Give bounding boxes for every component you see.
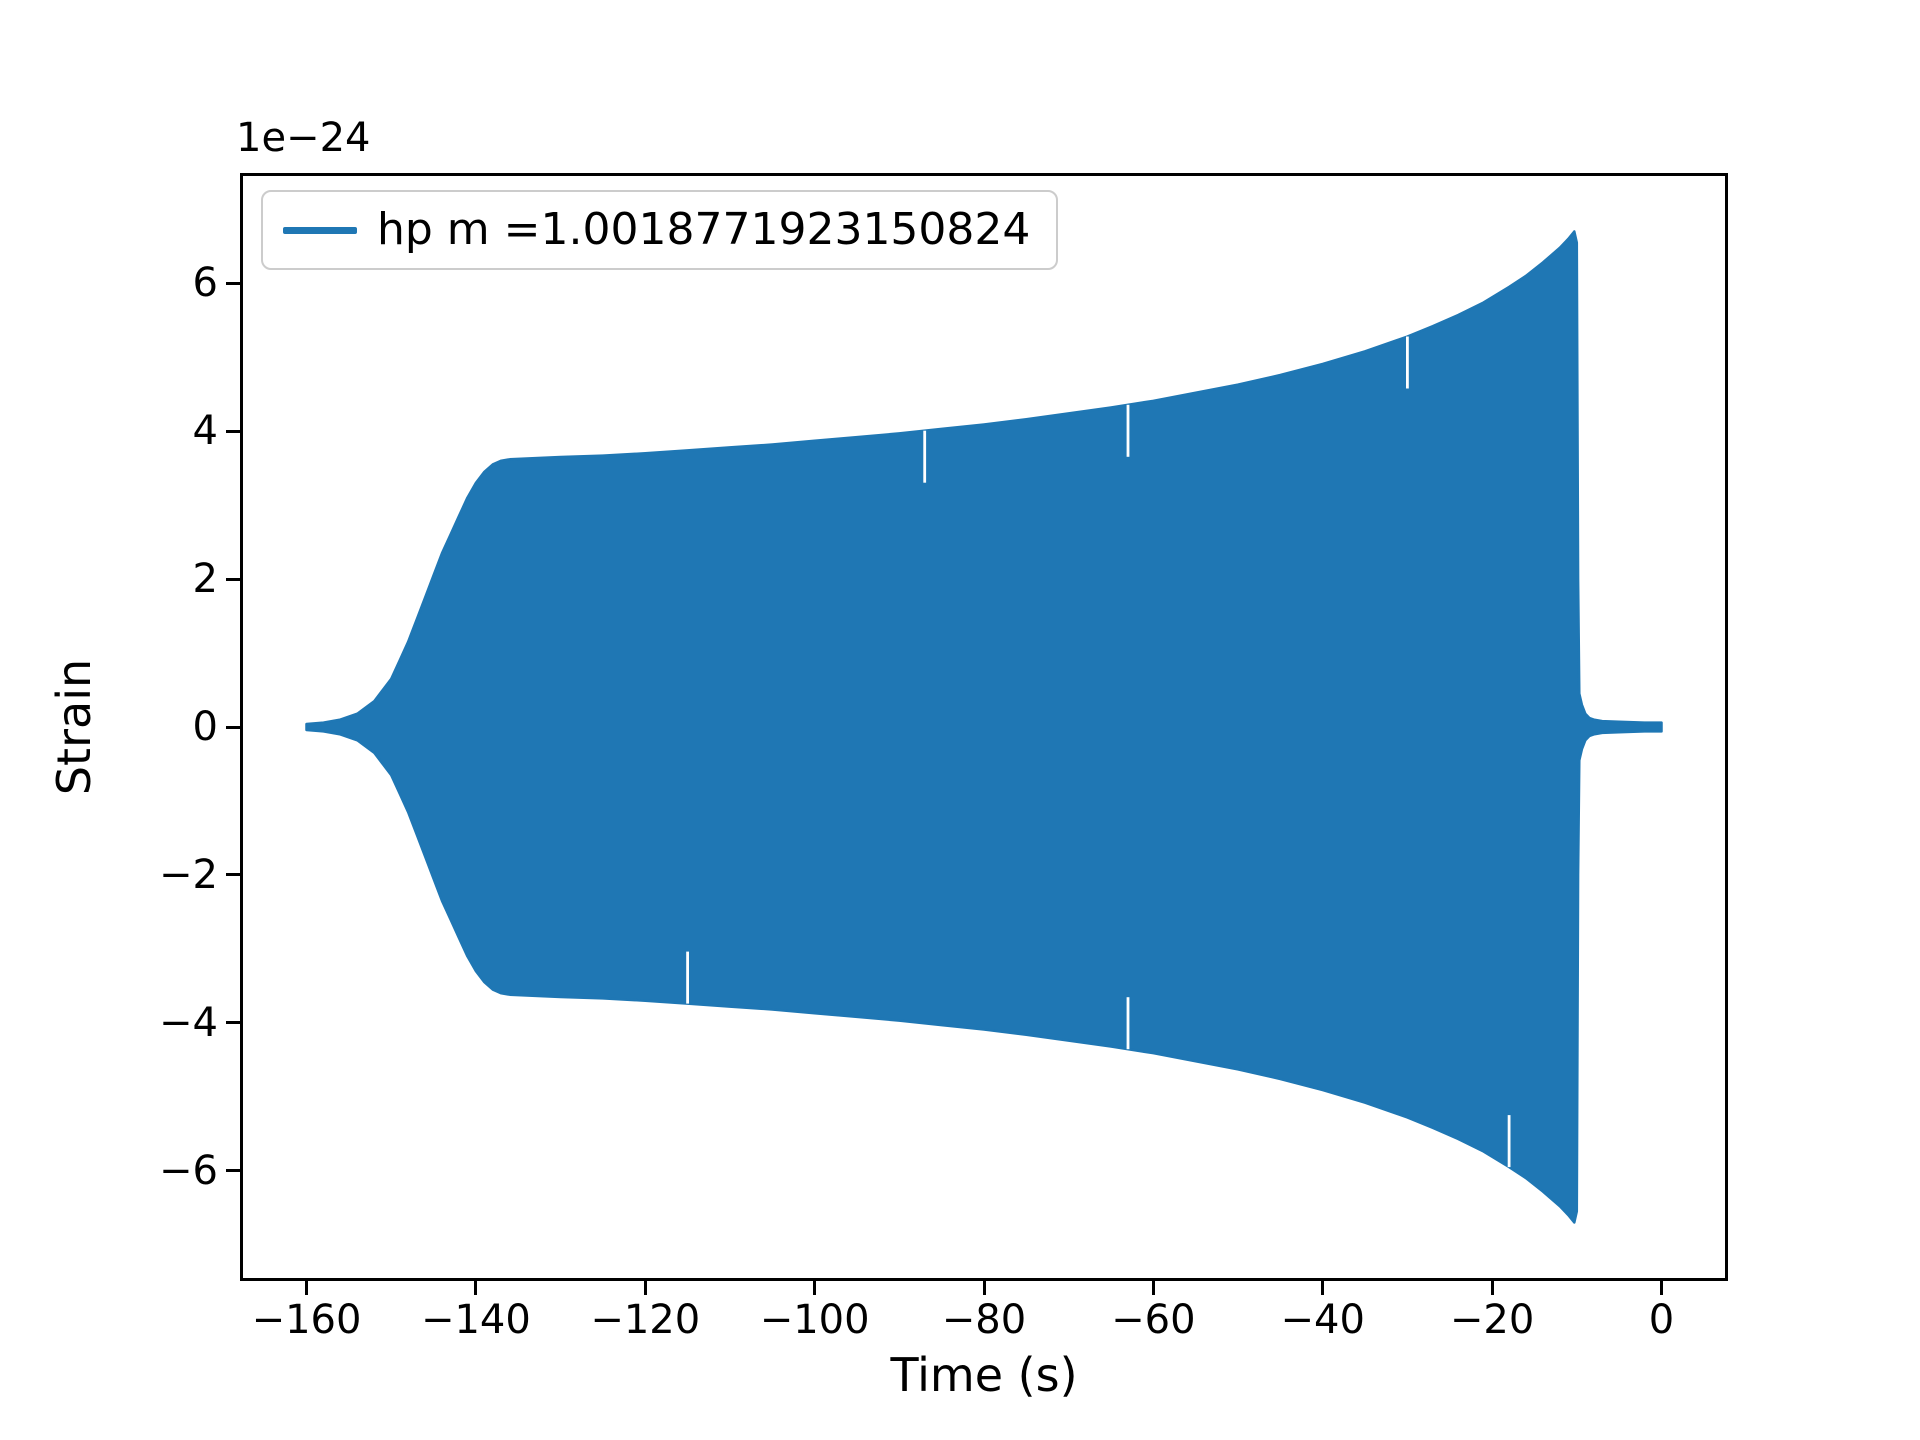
x-tick-label: −20 — [1449, 1297, 1535, 1343]
y-tick-label: −2 — [159, 851, 218, 898]
x-tick-label: −160 — [251, 1297, 362, 1343]
x-tick-mark — [1490, 1281, 1494, 1295]
legend-line-swatch — [283, 226, 357, 234]
y-tick-mark — [226, 429, 240, 433]
x-tick-mark — [982, 1281, 986, 1295]
x-tick-mark — [1659, 1281, 1663, 1295]
x-tick-mark — [474, 1281, 478, 1295]
x-tick-label: 0 — [1648, 1297, 1675, 1343]
y-tick-mark — [226, 577, 240, 581]
x-tick-mark — [643, 1281, 647, 1295]
x-tick-label: −140 — [420, 1297, 531, 1343]
x-tick-mark — [1321, 1281, 1325, 1295]
plot-area: hp m =1.0018771923150824 — [240, 173, 1728, 1281]
legend: hp m =1.0018771923150824 — [261, 190, 1059, 271]
y-tick-mark — [226, 725, 240, 729]
waveform-plot — [305, 230, 1663, 1224]
x-tick-mark — [1151, 1281, 1155, 1295]
legend-label: hp m =1.0018771923150824 — [377, 204, 1031, 255]
y-tick-label: −6 — [159, 1147, 218, 1194]
y-axis-offset-text: 1e−24 — [236, 115, 371, 161]
x-tick-label: −100 — [759, 1297, 870, 1343]
x-tick-label: −60 — [1111, 1297, 1196, 1343]
y-tick-mark — [226, 281, 240, 285]
x-tick-mark — [305, 1281, 308, 1295]
x-tick-label: −80 — [941, 1297, 1027, 1343]
y-tick-label: 0 — [192, 704, 218, 750]
y-tick-label: 2 — [192, 556, 218, 603]
y-tick-mark — [226, 1169, 240, 1173]
x-axis-label: Time (s) — [890, 1348, 1078, 1402]
y-tick-label: 4 — [192, 408, 218, 455]
y-tick-mark — [226, 1021, 240, 1025]
x-tick-mark — [813, 1281, 817, 1295]
y-tick-mark — [226, 873, 240, 877]
y-axis-label: Strain — [47, 658, 101, 796]
y-tick-label: −4 — [159, 999, 218, 1046]
x-tick-label: −120 — [590, 1297, 701, 1343]
x-tick-label: −40 — [1280, 1297, 1365, 1343]
y-tick-label: 6 — [192, 260, 218, 307]
